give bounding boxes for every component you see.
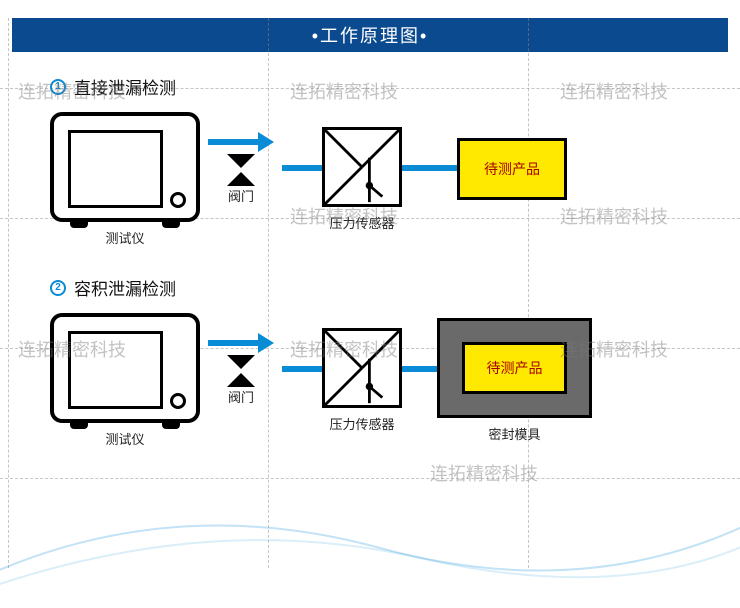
product-icon: 待测产品 <box>457 138 567 200</box>
bullet-icon: 2 <box>50 280 66 296</box>
mold-icon: 待测产品 <box>437 318 592 418</box>
mold-label: 密封模具 <box>488 424 540 443</box>
product-label-inner: 待测产品 <box>487 358 543 378</box>
product-icon: 待测产品 <box>462 342 567 394</box>
tester-node: 测试仪 <box>50 313 200 448</box>
bullet-icon: 1 <box>50 79 66 95</box>
flow-line <box>402 366 437 372</box>
valve-icon <box>227 156 255 184</box>
title-bar: •工作原理图• <box>12 18 728 52</box>
heading-text: 直接泄漏检测 <box>74 74 176 99</box>
tester-node: 测试仪 <box>50 112 200 247</box>
tester-label: 测试仪 <box>105 228 144 247</box>
sensor-label: 压力传感器 <box>329 213 394 232</box>
tester-icon <box>50 313 200 423</box>
mold-node: 待测产品 密封模具 <box>437 318 592 443</box>
valve-label: 阀门 <box>228 186 254 205</box>
sensor-icon <box>322 127 402 207</box>
decorative-curve <box>0 448 740 608</box>
flow-line <box>282 165 322 171</box>
sensor-node: 压力传感器 <box>322 127 402 232</box>
section-heading: 1 直接泄漏检测 <box>50 74 740 99</box>
arrow-icon <box>258 132 274 152</box>
tester-label: 测试仪 <box>105 429 144 448</box>
valve-node: 阀门 <box>208 333 274 406</box>
flow-line <box>208 340 258 346</box>
diagram-volumetric-leak: 2 容积泄漏检测 测试仪 阀门 <box>50 275 740 450</box>
valve-label: 阀门 <box>228 387 254 406</box>
product-label-inner: 待测产品 <box>484 159 540 179</box>
heading-text: 容积泄漏检测 <box>74 275 176 300</box>
diagram-direct-leak: 1 直接泄漏检测 测试仪 阀门 <box>50 74 740 249</box>
flow-line <box>208 139 258 145</box>
sensor-icon <box>322 328 402 408</box>
valve-node: 阀门 <box>208 132 274 205</box>
sensor-label: 压力传感器 <box>329 414 394 433</box>
flow-line <box>402 165 457 171</box>
product-node: 待测产品 . <box>457 138 567 221</box>
arrow-icon <box>258 333 274 353</box>
sensor-node: 压力传感器 <box>322 328 402 433</box>
flow-line <box>282 366 322 372</box>
tester-icon <box>50 112 200 222</box>
valve-icon <box>227 357 255 385</box>
section-heading: 2 容积泄漏检测 <box>50 275 740 300</box>
